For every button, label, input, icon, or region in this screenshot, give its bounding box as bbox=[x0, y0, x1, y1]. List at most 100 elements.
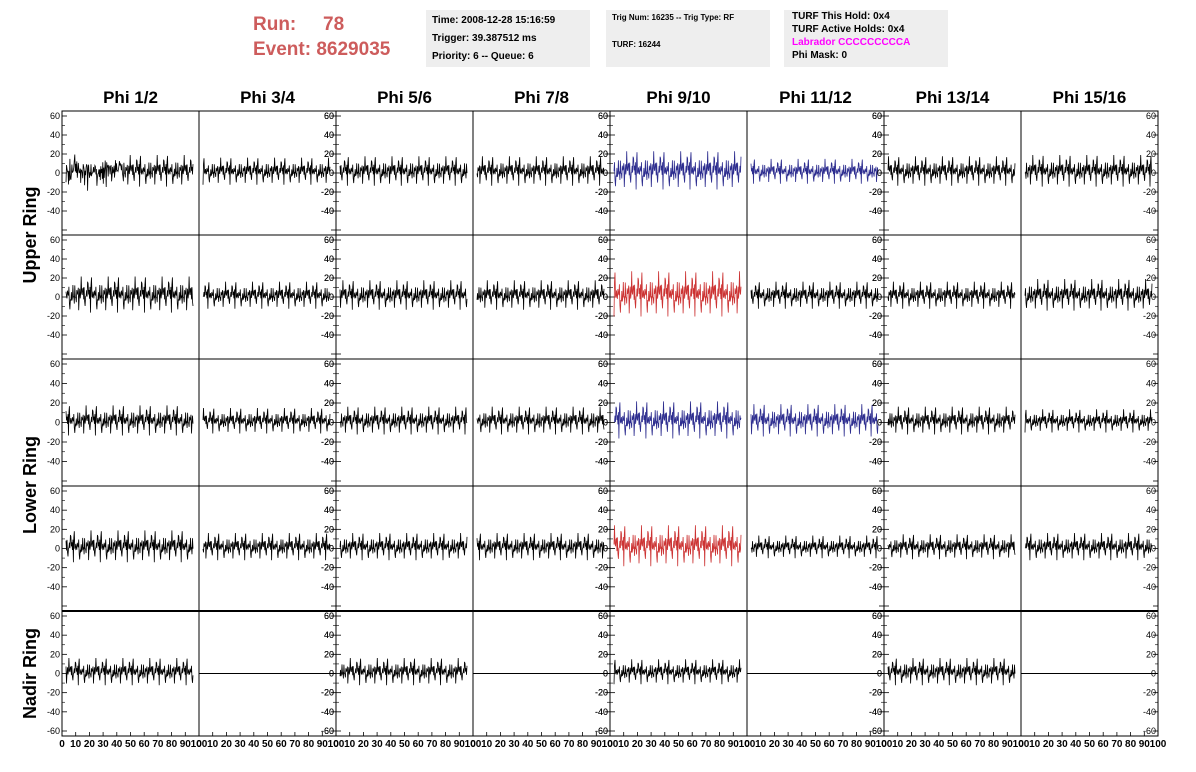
x-tick-label: 50 bbox=[947, 739, 959, 750]
y-tick-label: 40 bbox=[1146, 130, 1156, 140]
x-tick-label: 50 bbox=[399, 739, 411, 750]
x-tick-label: 90 bbox=[865, 739, 877, 750]
y-tick-label: -40 bbox=[869, 707, 882, 717]
y-tick-label: -20 bbox=[47, 187, 60, 197]
y-tick-label: 60 bbox=[598, 359, 608, 369]
x-tick-label: 90 bbox=[454, 739, 466, 750]
x-tick-label: 100 bbox=[328, 739, 345, 750]
ring-label: Nadir Ring bbox=[20, 628, 40, 719]
x-tick-label: 20 bbox=[495, 739, 507, 750]
y-tick-label: 40 bbox=[872, 505, 882, 515]
x-tick-label: 40 bbox=[659, 739, 671, 750]
y-tick-label: 20 bbox=[1146, 398, 1156, 408]
waveform-trace bbox=[476, 280, 605, 310]
waveform-trace bbox=[65, 405, 194, 436]
x-tick-label: 70 bbox=[700, 739, 712, 750]
y-tick-label: 40 bbox=[324, 254, 334, 264]
y-tick-label: 40 bbox=[872, 630, 882, 640]
y-tick-label: -40 bbox=[1143, 457, 1156, 467]
x-tick-label: 40 bbox=[796, 739, 808, 750]
y-tick-label: -20 bbox=[869, 688, 882, 698]
x-tick-label: 40 bbox=[1070, 739, 1082, 750]
y-tick-label: 20 bbox=[1146, 524, 1156, 534]
y-tick-label: 60 bbox=[872, 611, 882, 621]
waveform-trace bbox=[202, 157, 331, 185]
y-tick-label: 60 bbox=[872, 111, 882, 121]
y-tick-label: 60 bbox=[50, 111, 60, 121]
x-tick-label: 80 bbox=[1125, 739, 1137, 750]
y-tick-label: -40 bbox=[595, 206, 608, 216]
x-tick-label: 0 bbox=[470, 739, 476, 750]
y-tick-label: 60 bbox=[872, 235, 882, 245]
column-header: Phi 13/14 bbox=[916, 88, 990, 107]
y-tick-label: 40 bbox=[872, 379, 882, 389]
y-tick-label: -40 bbox=[321, 457, 334, 467]
y-tick-label: 20 bbox=[872, 273, 882, 283]
y-tick-label: 60 bbox=[50, 611, 60, 621]
y-tick-label: 0 bbox=[1151, 292, 1156, 302]
y-tick-label: -40 bbox=[321, 582, 334, 592]
x-tick-label: 40 bbox=[248, 739, 260, 750]
x-tick-label: 100 bbox=[602, 739, 619, 750]
y-tick-label: -20 bbox=[321, 688, 334, 698]
waveform-trace bbox=[339, 280, 468, 310]
y-tick-label: 60 bbox=[324, 235, 334, 245]
x-tick-label: 20 bbox=[1043, 739, 1055, 750]
x-tick-label: 80 bbox=[577, 739, 589, 750]
y-tick-label: 60 bbox=[1146, 611, 1156, 621]
y-tick-label: 40 bbox=[872, 254, 882, 264]
y-tick-label: -20 bbox=[321, 187, 334, 197]
y-tick-label: 60 bbox=[324, 611, 334, 621]
x-tick-label: 70 bbox=[152, 739, 164, 750]
y-tick-label: -60 bbox=[47, 726, 60, 736]
x-tick-label: 50 bbox=[536, 739, 548, 750]
x-tick-label: 50 bbox=[262, 739, 274, 750]
y-tick-label: 60 bbox=[324, 359, 334, 369]
x-tick-label: 100 bbox=[876, 739, 893, 750]
y-tick-label: 0 bbox=[877, 418, 882, 428]
x-tick-label: 10 bbox=[755, 739, 767, 750]
x-tick-label: 60 bbox=[413, 739, 425, 750]
y-tick-label: -40 bbox=[47, 582, 60, 592]
y-tick-label: 40 bbox=[872, 130, 882, 140]
y-tick-label: 0 bbox=[329, 292, 334, 302]
y-tick-label: 60 bbox=[872, 111, 882, 121]
y-tick-label: 20 bbox=[598, 524, 608, 534]
x-tick-label: 60 bbox=[276, 739, 288, 750]
x-tick-label: 90 bbox=[317, 739, 329, 750]
waveform-trace bbox=[65, 530, 194, 563]
y-tick-label: -60 bbox=[869, 726, 882, 736]
y-tick-label: -40 bbox=[321, 707, 334, 717]
y-tick-label: -40 bbox=[869, 582, 882, 592]
x-tick-label: 20 bbox=[84, 739, 96, 750]
y-tick-label: -40 bbox=[595, 330, 608, 340]
y-tick-label: -40 bbox=[321, 330, 334, 340]
waveform-trace bbox=[476, 532, 605, 561]
x-tick-label: 10 bbox=[344, 739, 356, 750]
y-tick-label: -20 bbox=[1143, 688, 1156, 698]
column-header: Phi 3/4 bbox=[240, 88, 295, 107]
y-tick-label: 20 bbox=[872, 649, 882, 659]
y-tick-label: 40 bbox=[324, 254, 334, 264]
y-tick-label: 20 bbox=[872, 149, 882, 159]
x-tick-label: 50 bbox=[673, 739, 685, 750]
y-tick-label: 60 bbox=[598, 235, 608, 245]
y-tick-label: 0 bbox=[1151, 418, 1156, 428]
waveform-trace bbox=[65, 154, 194, 191]
y-tick-label: -40 bbox=[1143, 582, 1156, 592]
y-tick-label: -20 bbox=[595, 437, 608, 447]
column-header: Phi 9/10 bbox=[646, 88, 710, 107]
x-tick-label: 0 bbox=[744, 739, 750, 750]
y-tick-label: -40 bbox=[321, 330, 334, 340]
y-tick-label: 0 bbox=[877, 168, 882, 178]
x-tick-label: 80 bbox=[988, 739, 1000, 750]
x-tick-label: 20 bbox=[221, 739, 233, 750]
waveform-trace bbox=[887, 534, 1016, 560]
x-tick-label: 100 bbox=[1013, 739, 1030, 750]
y-tick-label: 20 bbox=[598, 398, 608, 408]
y-tick-label: 0 bbox=[877, 418, 882, 428]
y-tick-label: -20 bbox=[321, 688, 334, 698]
x-tick-label: 30 bbox=[98, 739, 110, 750]
trigger-info-box: Trig Num: 16235 -- Trig Type: RF TURF: 1… bbox=[606, 10, 770, 67]
y-tick-label: 0 bbox=[329, 669, 334, 679]
